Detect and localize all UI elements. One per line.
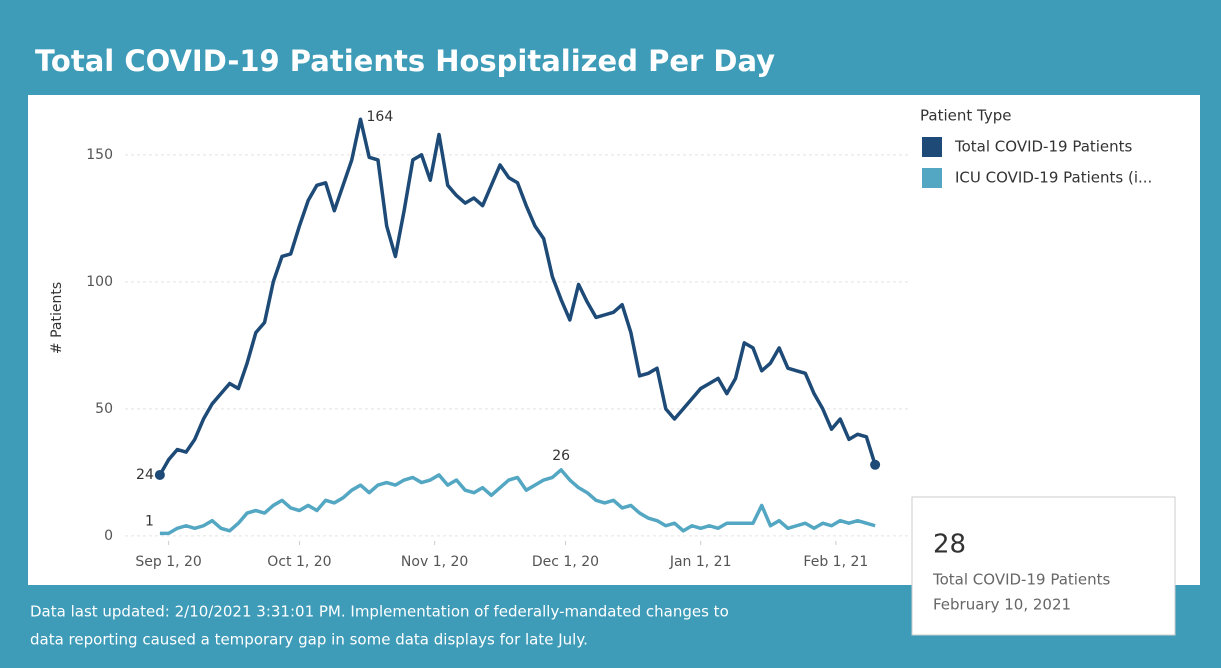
legend-swatch — [922, 168, 942, 188]
tooltip-value: 28 — [933, 530, 966, 560]
title: Total COVID-19 Patients Hospitalized Per… — [35, 44, 775, 78]
footnote: data reporting caused a temporary gap in… — [30, 631, 588, 649]
y-tick-label: 50 — [95, 401, 113, 417]
x-tick-label: Oct 1, 20 — [267, 554, 331, 570]
y-tick-label: 150 — [86, 147, 113, 163]
data-label: 1 — [145, 513, 154, 529]
legend-label: ICU COVID-19 Patients (i... — [955, 169, 1152, 187]
x-tick-label: Sep 1, 20 — [135, 554, 201, 570]
tooltip-date: February 10, 2021 — [933, 596, 1071, 614]
series-line — [158, 117, 877, 476]
legend-label: Total COVID-19 Patients — [954, 138, 1133, 156]
data-label: 164 — [367, 109, 394, 125]
legend-swatch — [922, 137, 942, 157]
tooltip-box — [911, 496, 1176, 636]
y-tick-label: 100 — [86, 274, 113, 290]
tooltip-series: Total COVID-19 Patients — [932, 571, 1111, 589]
point — [870, 459, 881, 470]
tooltip: 28 Total COVID-19 Patients February 10, 20… — [932, 530, 1111, 614]
x-tick-label: Nov 1, 20 — [401, 554, 468, 570]
point — [154, 469, 165, 480]
x-tick-label: Jan 1, 21 — [669, 554, 732, 570]
data-label: 24 — [136, 467, 154, 483]
x-tick-label: Dec 1, 20 — [532, 554, 599, 570]
x-tick-label: Feb 1, 21 — [803, 554, 868, 570]
y-axis-label: # Patients — [49, 282, 65, 354]
data-label: 26 — [552, 448, 570, 464]
footnote: Data last updated: 2/10/2021 3:31:01 PM.… — [30, 603, 729, 621]
legend-title: Patient Type — [920, 107, 1011, 125]
y-tick-label: 0 — [104, 528, 113, 544]
plot: 0 50 100 150 Sep 1, 20 Oct 1, 20 Nov 1, 20 Dec … — [86, 109, 1152, 570]
series-line — [159, 468, 876, 536]
